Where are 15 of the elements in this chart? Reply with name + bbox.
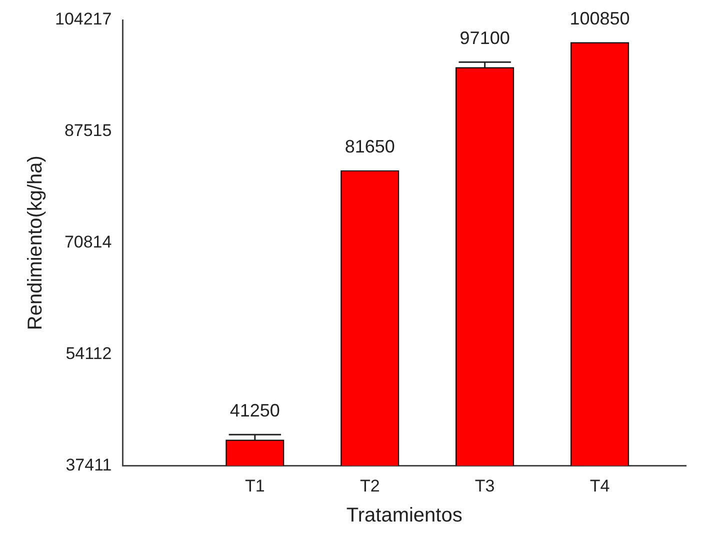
data-label: 97100 (460, 28, 510, 48)
y-tick-label: 54112 (66, 344, 112, 363)
y-tick-label: 37411 (66, 455, 112, 474)
x-tick-label: T3 (474, 476, 495, 496)
y-axis-title: Rendimiento(kg/ha) (24, 156, 47, 330)
x-tick-label: T4 (590, 476, 610, 496)
x-axis-title: Tratamientos (346, 504, 462, 527)
data-label: 100850 (570, 8, 630, 28)
x-tick-label: T1 (245, 476, 265, 496)
x-tick-label: T2 (360, 476, 380, 496)
data-label: 81650 (344, 136, 395, 156)
y-tick-label: 87515 (64, 121, 112, 140)
data-label: 41250 (230, 400, 280, 421)
y-tick-label: 70814 (64, 232, 112, 252)
y-tick-label: 104217 (54, 10, 112, 29)
